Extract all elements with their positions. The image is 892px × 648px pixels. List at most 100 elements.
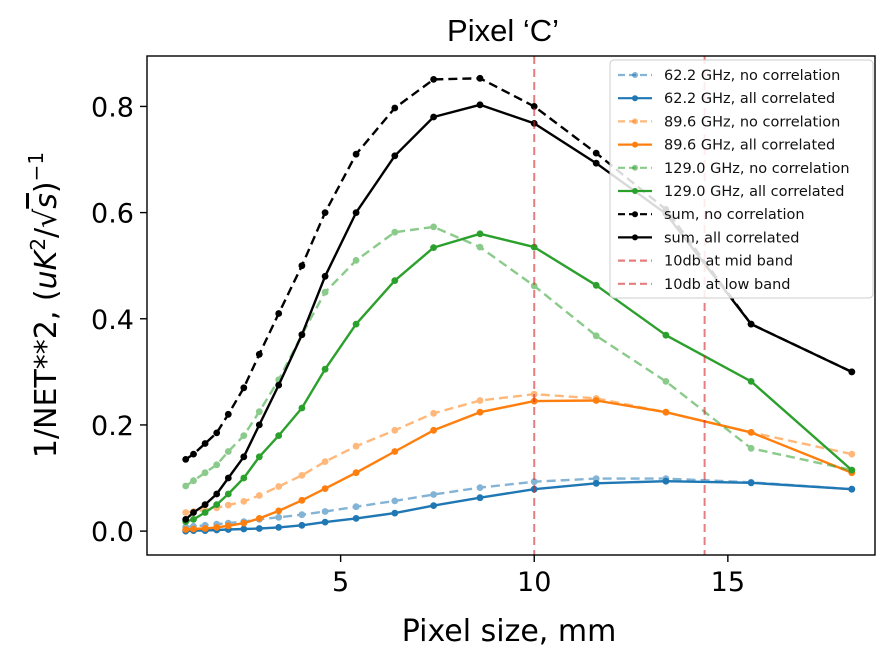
data-point [240,453,248,461]
data-point [592,149,600,157]
plot-frame [146,55,876,556]
y-tick-label: 0.0 [91,517,134,548]
data-point [182,509,190,516]
data-point [848,466,856,474]
data-point [275,310,283,317]
data-point [240,474,248,482]
data-point [592,479,600,487]
data-point [321,485,329,492]
data-point [224,522,232,530]
data-point [662,408,670,416]
x-axis-ticks: 5 10 15 [332,555,745,598]
data-point [476,101,484,109]
data-point [213,490,221,498]
data-point [530,103,538,110]
data-point [476,230,484,238]
x-tick-label: 15 [711,567,745,598]
data-point [298,511,306,519]
legend-item-62-2-ghz-no-correlation: 62.2 GHz, no correlation [618,68,840,84]
chart-title: Pixel ‘C’ [447,13,559,48]
data-point [321,209,329,217]
data-point [592,281,600,289]
legend-label: 62.2 GHz, all correlated [664,91,835,107]
data-point [352,320,360,328]
data-point [352,442,360,450]
data-point [530,282,538,290]
data-point [391,426,399,434]
data-point [190,525,197,533]
data-point [352,515,360,522]
data-point [182,516,190,523]
data-point [298,331,306,339]
data-point [321,288,329,296]
data-point [592,475,600,482]
data-point [430,409,437,417]
data-point [240,525,248,533]
plot-area [182,74,856,535]
data-point [182,482,190,490]
x-tick-label: 5 [332,567,349,598]
data-point [240,498,248,505]
legend-item-129-0-ghz-no-correlation: 129.0 GHz, no correlation [618,161,850,177]
legend-label: 129.0 GHz, no correlation [664,161,850,177]
data-point [255,421,263,429]
data-point [321,272,329,280]
data-point [213,461,221,469]
data-point [476,484,484,491]
legend-item-89-6-ghz-no-correlation: 89.6 GHz, no correlation [618,114,840,130]
legend-item-62-2-ghz-all-correlated: 62.2 GHz, all correlated [618,91,835,107]
legend-marker [632,234,638,241]
data-point [592,332,600,340]
data-point [321,458,329,465]
series-sum-all-correlated [182,101,856,523]
data-point [747,378,755,385]
data-point [530,478,538,486]
data-point [255,492,263,499]
data-point [298,472,306,479]
data-point [224,501,232,509]
data-point [275,507,283,515]
data-point [476,243,484,251]
data-point [255,408,263,416]
legend-item-sum-no-correlation: sum, no correlation [618,207,805,223]
data-point [662,477,670,485]
data-point [255,515,263,522]
data-point [662,331,670,339]
data-point [352,469,360,477]
data-point [255,525,263,532]
data-point [224,474,232,482]
data-point [747,320,755,328]
data-point [352,150,360,158]
data-point [430,113,437,121]
data-point [201,525,209,532]
data-point [391,228,399,236]
series-line [185,393,853,514]
data-point [352,209,360,217]
data-point [275,483,283,490]
series-89-6-ghz-no-correlation [182,390,856,516]
data-point [476,408,484,416]
data-point [213,524,221,531]
data-point [352,503,360,511]
data-point [430,223,437,231]
data-point [747,444,755,452]
data-point [275,513,283,521]
legend-label: 89.6 GHz, no correlation [664,114,840,130]
data-point [747,479,755,487]
data-point [352,257,360,264]
data-point [592,159,600,167]
y-tick-label: 0.4 [91,305,134,336]
y-axis-ticks: 0.0 0.2 0.4 0.6 0.8 [91,92,147,548]
series-89-6-ghz-all-correlated [182,397,856,533]
data-point [391,448,399,455]
legend-label: 129.0 GHz, all correlated [664,184,844,200]
legend-label: sum, all correlated [664,230,799,246]
legend-item-10db-at-low-band: 10db at low band [618,277,791,293]
data-point [255,350,263,358]
data-point [298,521,306,529]
data-point [190,477,197,485]
y-tick-label: 0.6 [91,199,134,230]
data-point [213,429,221,437]
data-point [201,440,209,447]
